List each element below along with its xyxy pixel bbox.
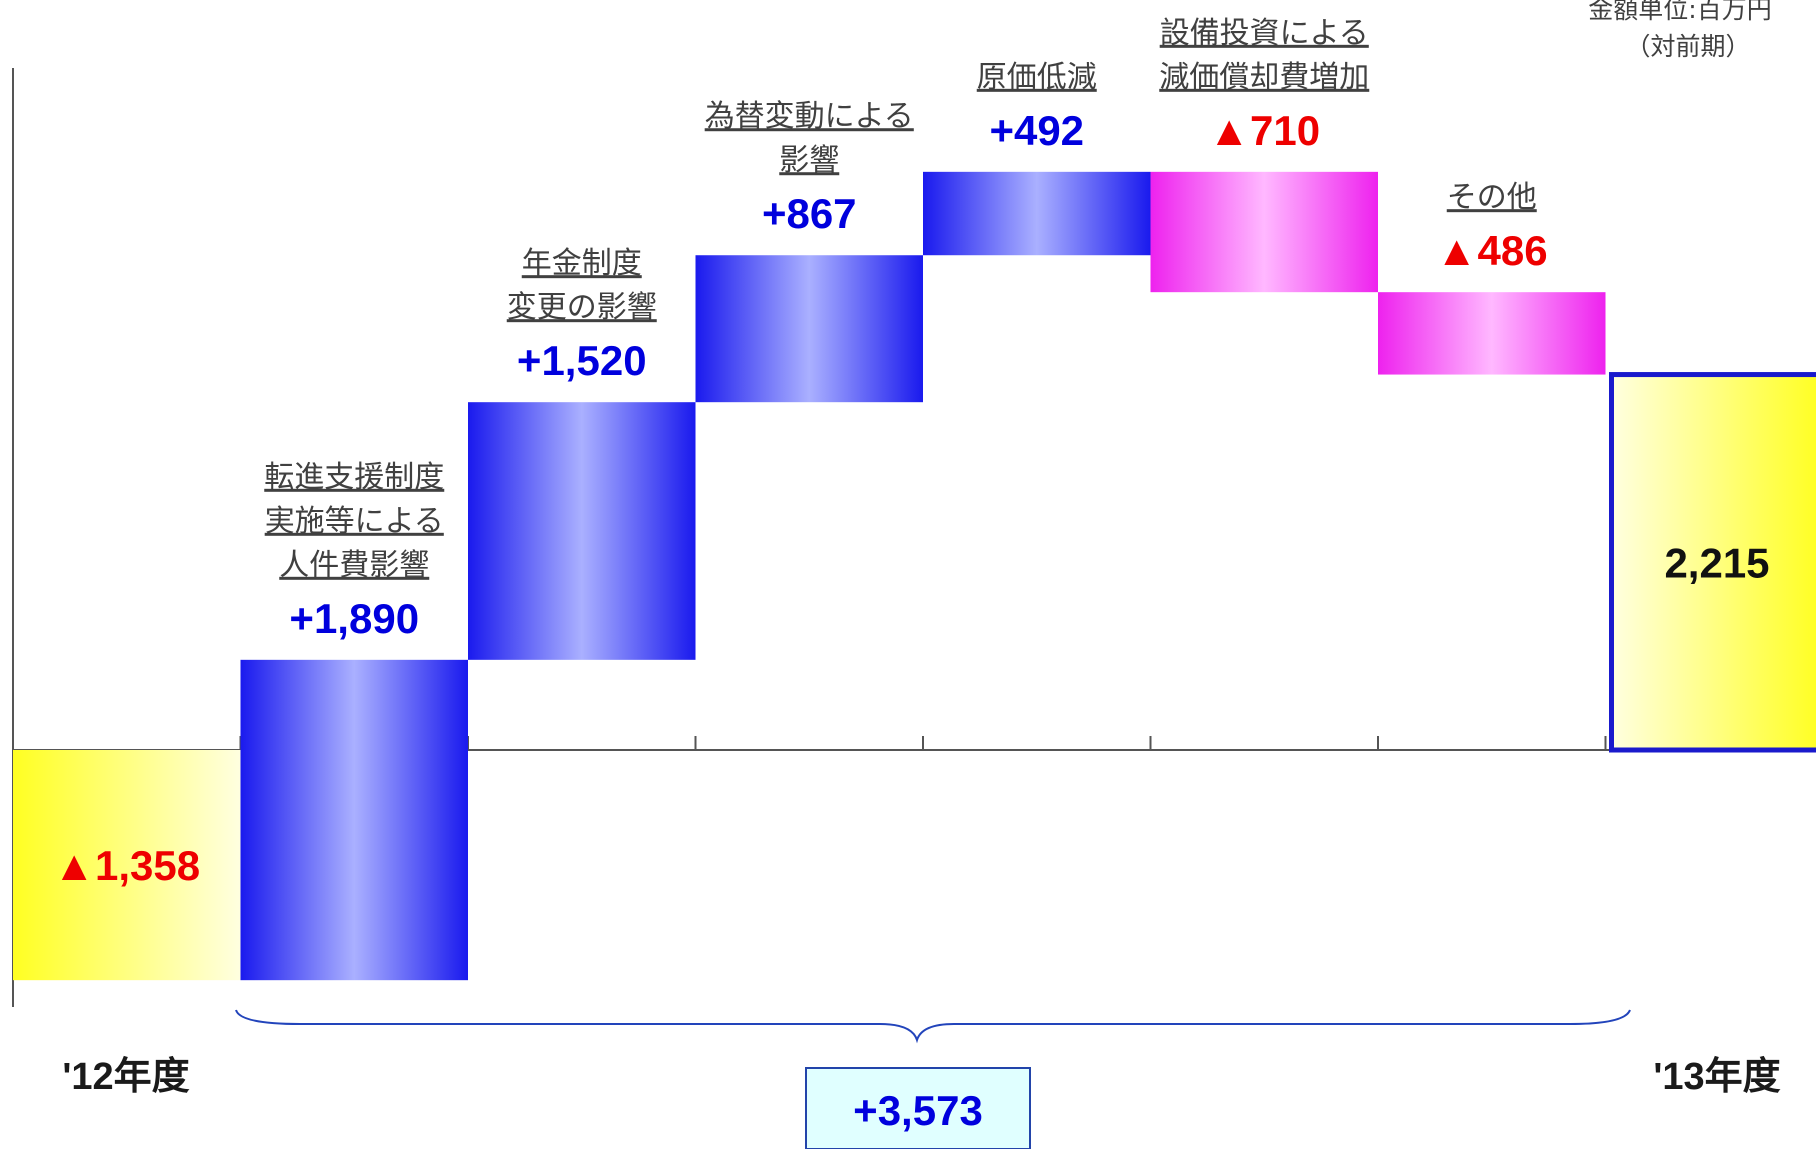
step-bar-4	[923, 171, 1151, 256]
total-change-brace	[235, 1009, 1631, 1044]
step-category-label: 変更の影響	[507, 290, 657, 325]
step-category-label: 原価低減	[977, 60, 1097, 95]
step-category-label: 為替変動による	[705, 99, 914, 134]
step-bar-5	[1150, 171, 1378, 293]
step-category-label: 減価償却費増加	[1159, 60, 1369, 95]
unit-note-line-1: 金額単位:百万円	[1588, 0, 1771, 24]
end-bar	[1609, 372, 1816, 753]
step-value-label: ▲710	[1208, 107, 1320, 154]
step-category-label: 設備投資による	[1160, 16, 1369, 51]
step-category-label: その他	[1447, 180, 1537, 215]
step-value-label: +867	[762, 190, 857, 237]
unit-note-line-2: （対前期）	[1625, 32, 1750, 61]
total-change-box	[805, 1067, 1031, 1149]
step-category-label: 実施等による	[265, 504, 444, 539]
start-bar	[13, 750, 241, 981]
step-bar-2	[468, 402, 696, 660]
step-bar-1	[240, 659, 468, 981]
end-value-label: 2,215	[1664, 539, 1769, 586]
step-category-label: 年金制度	[522, 246, 642, 281]
start-category-label: '12年度	[62, 1056, 189, 1098]
step-bar-3	[695, 255, 923, 403]
step-category-label: 影響	[779, 143, 839, 178]
step-value-label: ▲486	[1436, 227, 1548, 274]
step-value-label: +492	[989, 107, 1084, 154]
step-value-label: +1,890	[289, 595, 419, 642]
step-category-label: 転進支援制度	[264, 460, 444, 495]
start-value-label: ▲1,358	[53, 842, 200, 889]
total-change-value: +3,573	[853, 1087, 983, 1134]
step-bar-6	[1378, 292, 1606, 375]
step-value-label: +1,520	[517, 337, 647, 384]
step-category-label: 人件費影響	[279, 548, 429, 583]
end-category-label: '13年度	[1653, 1056, 1780, 1098]
